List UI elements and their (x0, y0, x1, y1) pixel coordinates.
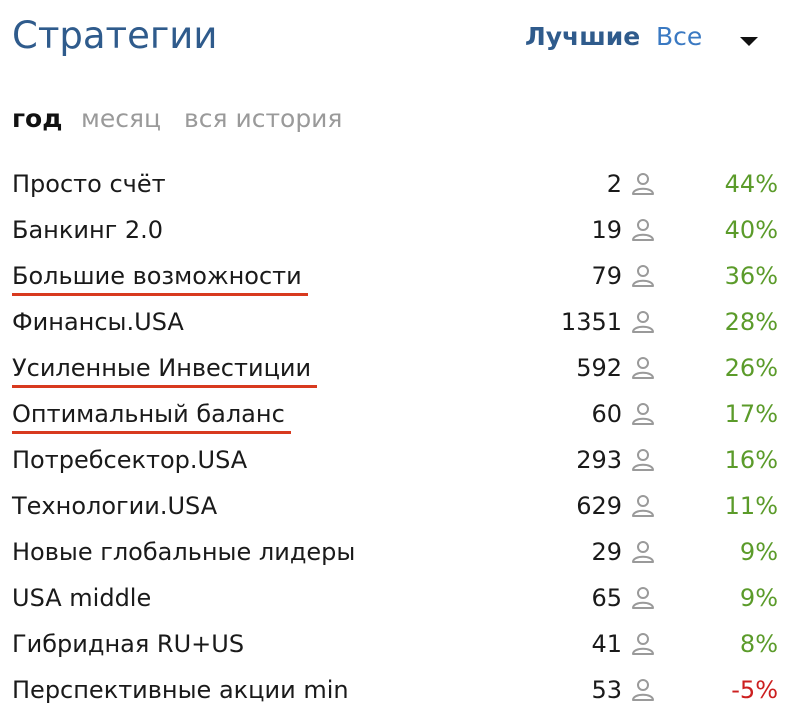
period-tab-year[interactable]: год (12, 104, 63, 133)
filter-all-tab[interactable]: Все (656, 22, 703, 51)
strategy-row[interactable]: Большие возможности 79 36% (0, 254, 800, 300)
user-icon (632, 311, 654, 333)
filter-dropdown-button[interactable] (736, 28, 762, 54)
subscriber-count: 65 (591, 584, 622, 612)
subscriber-count: 293 (576, 446, 622, 474)
period-tab-all-history[interactable]: вся история (184, 104, 343, 133)
strategy-row[interactable]: Перспективные акции min 53 -5% (0, 668, 800, 714)
strategy-row[interactable]: Оптимальный баланс 60 17% (0, 392, 800, 438)
strategy-return: 17% (724, 400, 778, 428)
user-icon (632, 541, 654, 563)
strategy-name: Банкинг 2.0 (12, 216, 164, 244)
strategy-name: Гибридная RU+US (12, 630, 245, 658)
user-icon (632, 449, 654, 471)
subscriber-count: 19 (591, 216, 622, 244)
user-icon (632, 633, 654, 655)
strategy-return: 40% (724, 216, 778, 244)
user-icon (632, 265, 654, 287)
strategy-return: 28% (724, 308, 778, 336)
user-icon (632, 587, 654, 609)
strategy-return: -5% (731, 676, 778, 704)
strategy-name: Просто счёт (12, 170, 166, 198)
strategy-row[interactable]: Просто счёт 2 44% (0, 162, 800, 208)
strategy-name: Финансы.USA (12, 308, 184, 336)
strategy-list: Просто счёт 2 44% Банкинг 2.0 19 40% Бол… (0, 162, 800, 714)
strategy-name: Большие возможности (12, 259, 308, 296)
strategy-row[interactable]: Технологии.USA 629 11% (0, 484, 800, 530)
strategy-row[interactable]: Банкинг 2.0 19 40% (0, 208, 800, 254)
strategy-name: USA middle (12, 584, 152, 612)
subscriber-count: 629 (576, 492, 622, 520)
user-icon (632, 679, 654, 701)
user-icon (632, 403, 654, 425)
strategy-row[interactable]: Гибридная RU+US 41 8% (0, 622, 800, 668)
strategy-return: 26% (724, 354, 778, 382)
strategy-return: 9% (739, 584, 778, 612)
strategy-return: 9% (739, 538, 778, 566)
strategy-name: Потребсектор.USA (12, 446, 248, 474)
strategy-row[interactable]: Новые глобальные лидеры 29 9% (0, 530, 800, 576)
strategy-return: 36% (724, 262, 778, 290)
user-icon (632, 495, 654, 517)
user-icon (632, 173, 654, 195)
strategy-name: Новые глобальные лидеры (12, 538, 356, 566)
subscriber-count: 79 (591, 262, 622, 290)
strategy-return: 16% (724, 446, 778, 474)
subscriber-count: 41 (591, 630, 622, 658)
strategy-return: 44% (724, 170, 778, 198)
strategy-row[interactable]: USA middle 65 9% (0, 576, 800, 622)
filter-best-tab[interactable]: Лучшие (525, 22, 641, 51)
strategy-name: Перспективные акции min (12, 676, 349, 704)
period-tab-month[interactable]: месяц (81, 104, 162, 133)
strategy-name: Оптимальный баланс (12, 397, 291, 434)
subscriber-count: 2 (606, 170, 622, 198)
user-icon (632, 357, 654, 379)
strategy-row[interactable]: Потребсектор.USA 293 16% (0, 438, 800, 484)
strategy-return: 11% (724, 492, 778, 520)
page-title: Стратегии (12, 14, 218, 57)
strategy-name: Технологии.USA (12, 492, 218, 520)
strategy-row[interactable]: Финансы.USA 1351 28% (0, 300, 800, 346)
strategy-name: Усиленные Инвестиции (12, 351, 318, 388)
subscriber-count: 592 (576, 354, 622, 382)
strategy-row[interactable]: Усиленные Инвестиции 592 26% (0, 346, 800, 392)
subscriber-count: 60 (591, 400, 622, 428)
user-icon (632, 219, 654, 241)
subscriber-count: 29 (591, 538, 622, 566)
subscriber-count: 1351 (560, 308, 622, 336)
chevron-down-icon (740, 36, 758, 46)
subscriber-count: 53 (591, 676, 622, 704)
strategy-return: 8% (739, 630, 778, 658)
